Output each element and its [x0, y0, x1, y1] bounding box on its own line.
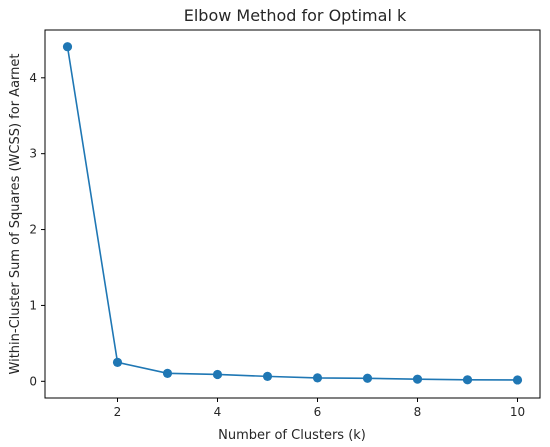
- y-tick-label: 3: [29, 147, 37, 161]
- x-tick-label: 6: [314, 405, 322, 419]
- data-point: [212, 369, 223, 380]
- data-point: [362, 373, 373, 383]
- data-point: [162, 368, 173, 378]
- data-point: [412, 374, 423, 384]
- y-tick-label: 2: [29, 223, 37, 237]
- y-axis-label: Within-Cluster Sum of Squares (WCSS) for…: [8, 54, 23, 375]
- data-point: [512, 375, 523, 385]
- data-point: [62, 42, 73, 52]
- plot-area: [62, 42, 523, 385]
- data-point: [312, 373, 323, 383]
- y-tick-label: 4: [29, 71, 37, 85]
- x-tick-label: 2: [114, 405, 122, 419]
- data-point: [462, 375, 473, 385]
- x-tick-label: 10: [510, 405, 525, 419]
- x-tick-label: 8: [414, 405, 422, 419]
- plot-frame: [44, 29, 541, 399]
- x-axis-label: Number of Clusters (k): [218, 428, 366, 443]
- data-point: [112, 357, 123, 367]
- y-tick-label: 0: [29, 374, 37, 388]
- x-tick-label: 4: [214, 405, 222, 419]
- chart-title: Elbow Method for Optimal k: [184, 6, 407, 25]
- series-line: [66, 46, 518, 381]
- data-point: [262, 371, 273, 381]
- y-tick-label: 1: [29, 298, 37, 312]
